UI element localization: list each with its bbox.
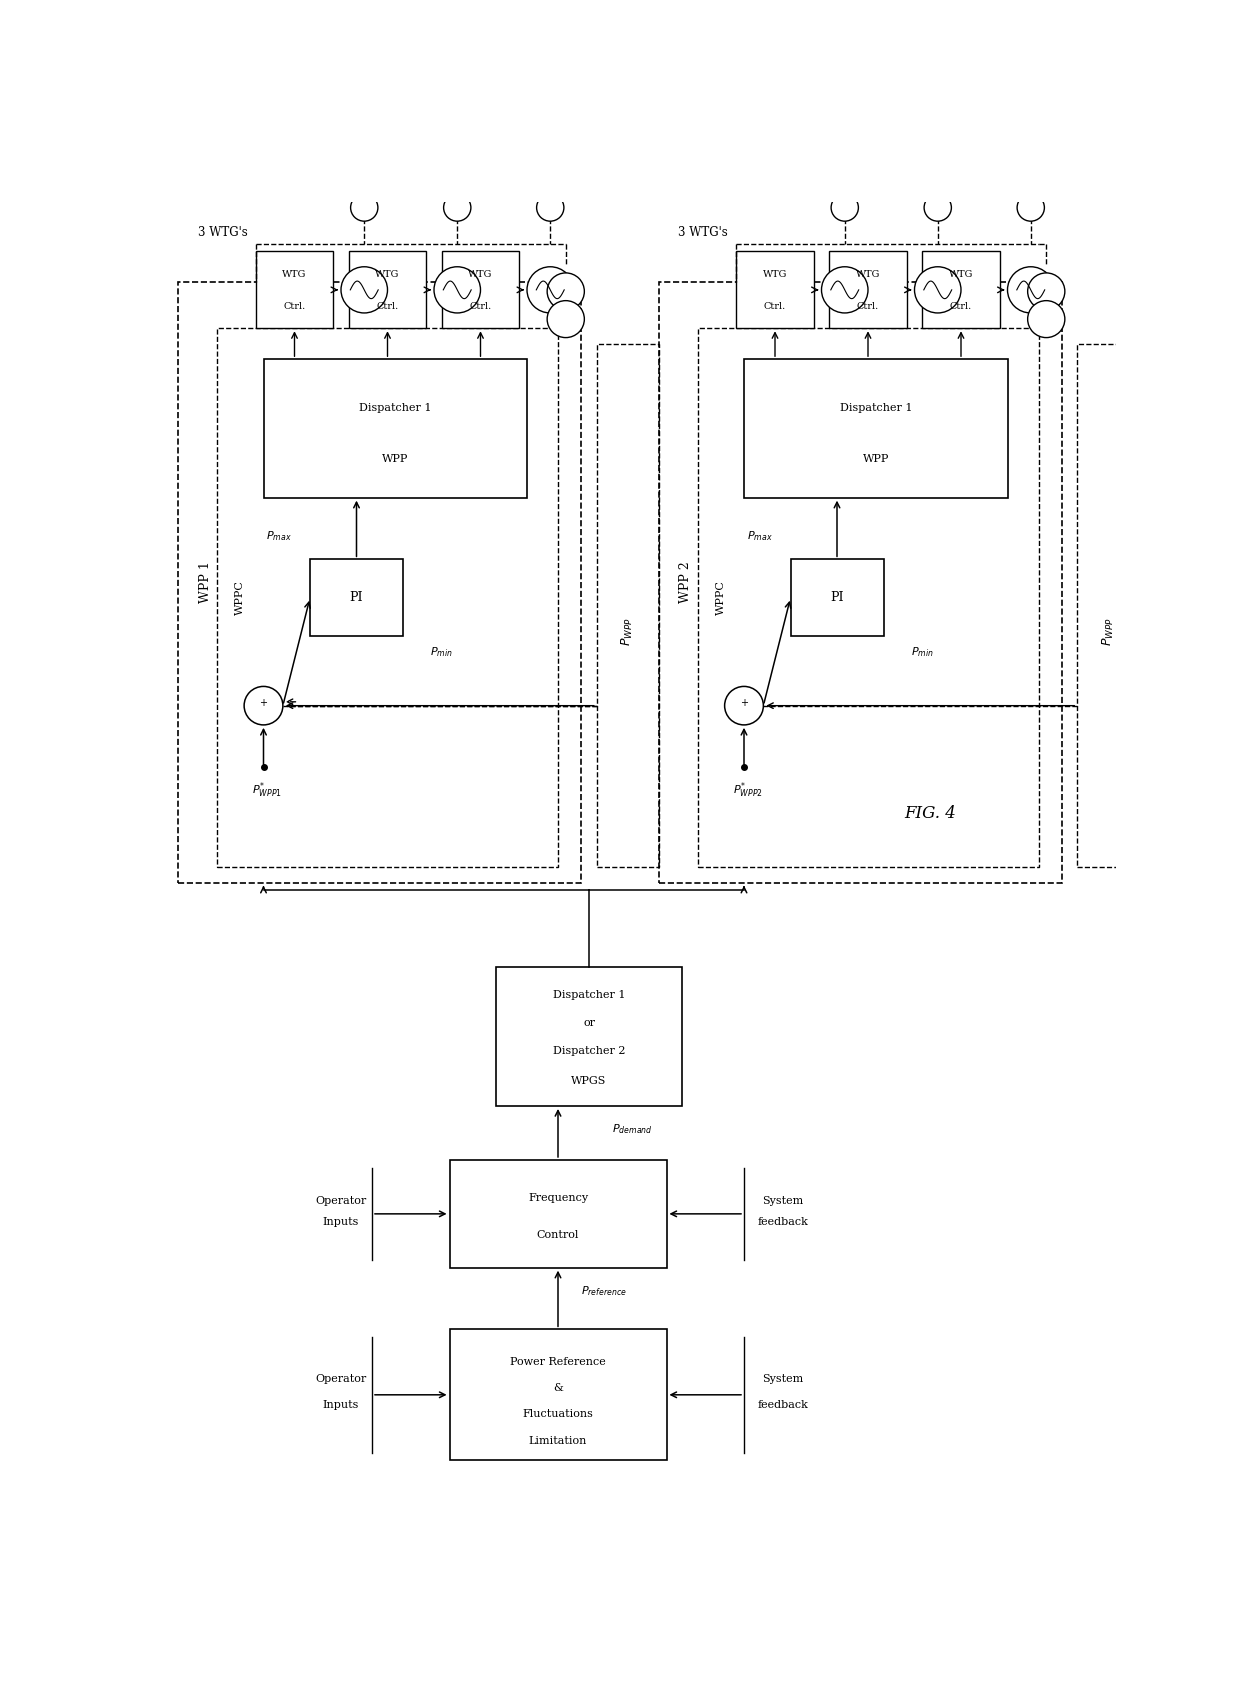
Circle shape — [434, 266, 481, 313]
Circle shape — [351, 173, 378, 200]
Text: WPGS: WPGS — [572, 1076, 606, 1086]
Circle shape — [1007, 266, 1054, 313]
Text: Frequency: Frequency — [528, 1192, 588, 1202]
Text: Operator: Operator — [315, 1374, 367, 1384]
Bar — [310, 559, 403, 637]
Text: +: + — [259, 699, 268, 709]
Text: Fluctuations: Fluctuations — [522, 1410, 594, 1420]
Text: 3 WTG's: 3 WTG's — [197, 226, 247, 239]
Bar — [217, 328, 558, 867]
Text: Ctrl.: Ctrl. — [377, 303, 398, 312]
Text: $P_{reference}$: $P_{reference}$ — [582, 1283, 627, 1298]
Text: Control: Control — [537, 1231, 579, 1241]
Circle shape — [724, 687, 764, 724]
Text: Dispatcher 2: Dispatcher 2 — [553, 1046, 625, 1056]
Text: WTG: WTG — [283, 269, 306, 280]
Circle shape — [831, 173, 858, 200]
Text: feedback: feedback — [758, 1401, 808, 1410]
Bar — [441, 251, 520, 328]
Text: WPP: WPP — [863, 455, 889, 465]
Bar — [348, 251, 427, 328]
Bar — [496, 968, 682, 1106]
Circle shape — [924, 194, 951, 221]
Text: Ctrl.: Ctrl. — [950, 303, 972, 312]
Bar — [658, 283, 1061, 882]
Text: Ctrl.: Ctrl. — [470, 303, 491, 312]
Circle shape — [924, 173, 951, 200]
Text: WPP 2: WPP 2 — [680, 561, 692, 603]
Text: or: or — [583, 1017, 595, 1027]
Circle shape — [547, 273, 584, 310]
Text: WTG: WTG — [763, 269, 787, 280]
Text: Operator: Operator — [315, 1196, 367, 1206]
Circle shape — [915, 266, 961, 313]
Text: Ctrl.: Ctrl. — [764, 303, 786, 312]
Circle shape — [351, 194, 378, 221]
Circle shape — [1017, 173, 1044, 200]
Text: feedback: feedback — [758, 1218, 808, 1228]
Text: WTG: WTG — [376, 269, 399, 280]
Circle shape — [537, 194, 564, 221]
Text: $P_{min}$: $P_{min}$ — [911, 645, 934, 658]
Text: PI: PI — [350, 591, 363, 605]
Text: Dispatcher 1: Dispatcher 1 — [553, 990, 625, 1000]
Text: $P_{max}$: $P_{max}$ — [267, 529, 291, 544]
Text: WTG: WTG — [856, 269, 880, 280]
Circle shape — [1028, 301, 1065, 337]
Circle shape — [821, 266, 868, 313]
Text: $P_{WPP1}^{*}$: $P_{WPP1}^{*}$ — [253, 781, 283, 800]
Bar — [791, 559, 883, 637]
Circle shape — [831, 194, 858, 221]
Text: WTG: WTG — [949, 269, 973, 280]
Text: FIG. 4: FIG. 4 — [904, 805, 956, 822]
Bar — [1078, 344, 1140, 867]
Text: $P_{min}$: $P_{min}$ — [430, 645, 453, 658]
Text: PI: PI — [831, 591, 843, 605]
Text: WPP: WPP — [382, 455, 408, 465]
Text: Inputs: Inputs — [322, 1401, 360, 1410]
Circle shape — [547, 301, 584, 337]
Circle shape — [1028, 273, 1065, 310]
Circle shape — [444, 173, 471, 200]
Text: Limitation: Limitation — [528, 1436, 588, 1445]
Circle shape — [244, 687, 283, 724]
Bar — [697, 328, 1039, 867]
Bar — [744, 359, 1007, 498]
Text: Inputs: Inputs — [322, 1218, 360, 1228]
Text: System: System — [763, 1374, 804, 1384]
Text: Dispatcher 1: Dispatcher 1 — [360, 402, 432, 413]
Text: Dispatcher 1: Dispatcher 1 — [839, 402, 911, 413]
Text: $P_{WPP}$: $P_{WPP}$ — [620, 618, 635, 647]
Text: $P_{WPP}$: $P_{WPP}$ — [1101, 618, 1116, 647]
Text: $P_{demand}$: $P_{demand}$ — [613, 1122, 653, 1137]
Circle shape — [537, 173, 564, 200]
Bar — [596, 344, 658, 867]
Text: &: & — [553, 1383, 563, 1393]
Text: Ctrl.: Ctrl. — [857, 303, 879, 312]
Text: Power Reference: Power Reference — [510, 1357, 606, 1367]
Text: +: + — [740, 699, 748, 709]
Text: $P_{WPP2}^{*}$: $P_{WPP2}^{*}$ — [733, 781, 763, 800]
Bar — [830, 251, 906, 328]
Text: Ctrl.: Ctrl. — [284, 303, 305, 312]
Bar — [737, 251, 813, 328]
Text: WPP 1: WPP 1 — [198, 561, 212, 603]
Circle shape — [341, 266, 387, 313]
Text: System: System — [763, 1196, 804, 1206]
Bar — [179, 283, 582, 882]
Circle shape — [1017, 194, 1044, 221]
Text: WPPC: WPPC — [715, 581, 725, 615]
Text: WTG: WTG — [469, 269, 492, 280]
Circle shape — [444, 194, 471, 221]
Bar — [255, 251, 334, 328]
Bar — [449, 1160, 667, 1268]
Bar — [923, 251, 999, 328]
Text: 3 WTG's: 3 WTG's — [678, 226, 728, 239]
Bar — [263, 359, 527, 498]
Text: $P_{max}$: $P_{max}$ — [746, 529, 773, 544]
Text: WPPC: WPPC — [236, 581, 246, 615]
Bar — [449, 1329, 667, 1460]
Circle shape — [527, 266, 573, 313]
